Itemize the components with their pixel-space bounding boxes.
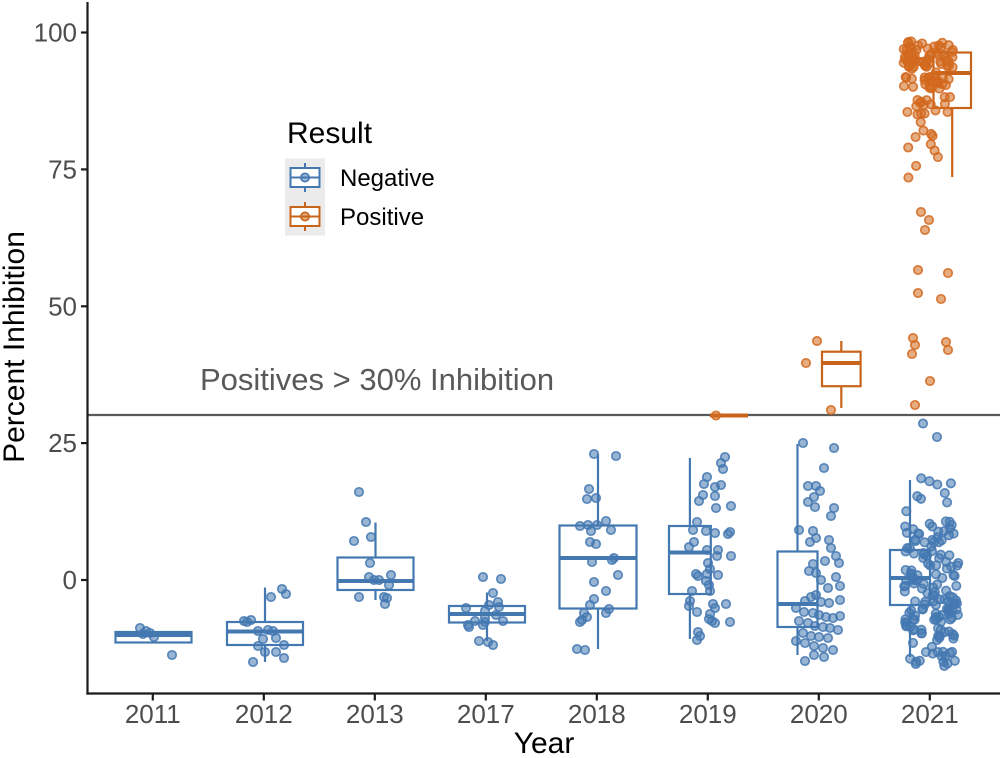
svg-text:2019: 2019 <box>679 699 737 729</box>
svg-text:Positives > 30% Inhibition: Positives > 30% Inhibition <box>200 362 554 397</box>
svg-text:Positive: Positive <box>340 204 424 231</box>
svg-text:75: 75 <box>48 154 77 184</box>
svg-text:2020: 2020 <box>790 699 848 729</box>
svg-text:Year: Year <box>514 727 575 758</box>
svg-text:0: 0 <box>63 565 77 595</box>
svg-text:100: 100 <box>34 18 77 48</box>
svg-text:2021: 2021 <box>901 699 959 729</box>
svg-text:Result: Result <box>287 117 373 150</box>
svg-text:Negative: Negative <box>340 165 435 192</box>
svg-text:2011: 2011 <box>125 699 181 729</box>
svg-text:2013: 2013 <box>346 699 404 729</box>
svg-text:2018: 2018 <box>568 699 626 729</box>
svg-text:25: 25 <box>48 428 77 458</box>
svg-text:2017: 2017 <box>457 699 515 729</box>
svg-text:50: 50 <box>48 291 77 321</box>
svg-text:Percent Inhibition: Percent Inhibition <box>0 231 31 463</box>
svg-text:2012: 2012 <box>235 699 293 729</box>
